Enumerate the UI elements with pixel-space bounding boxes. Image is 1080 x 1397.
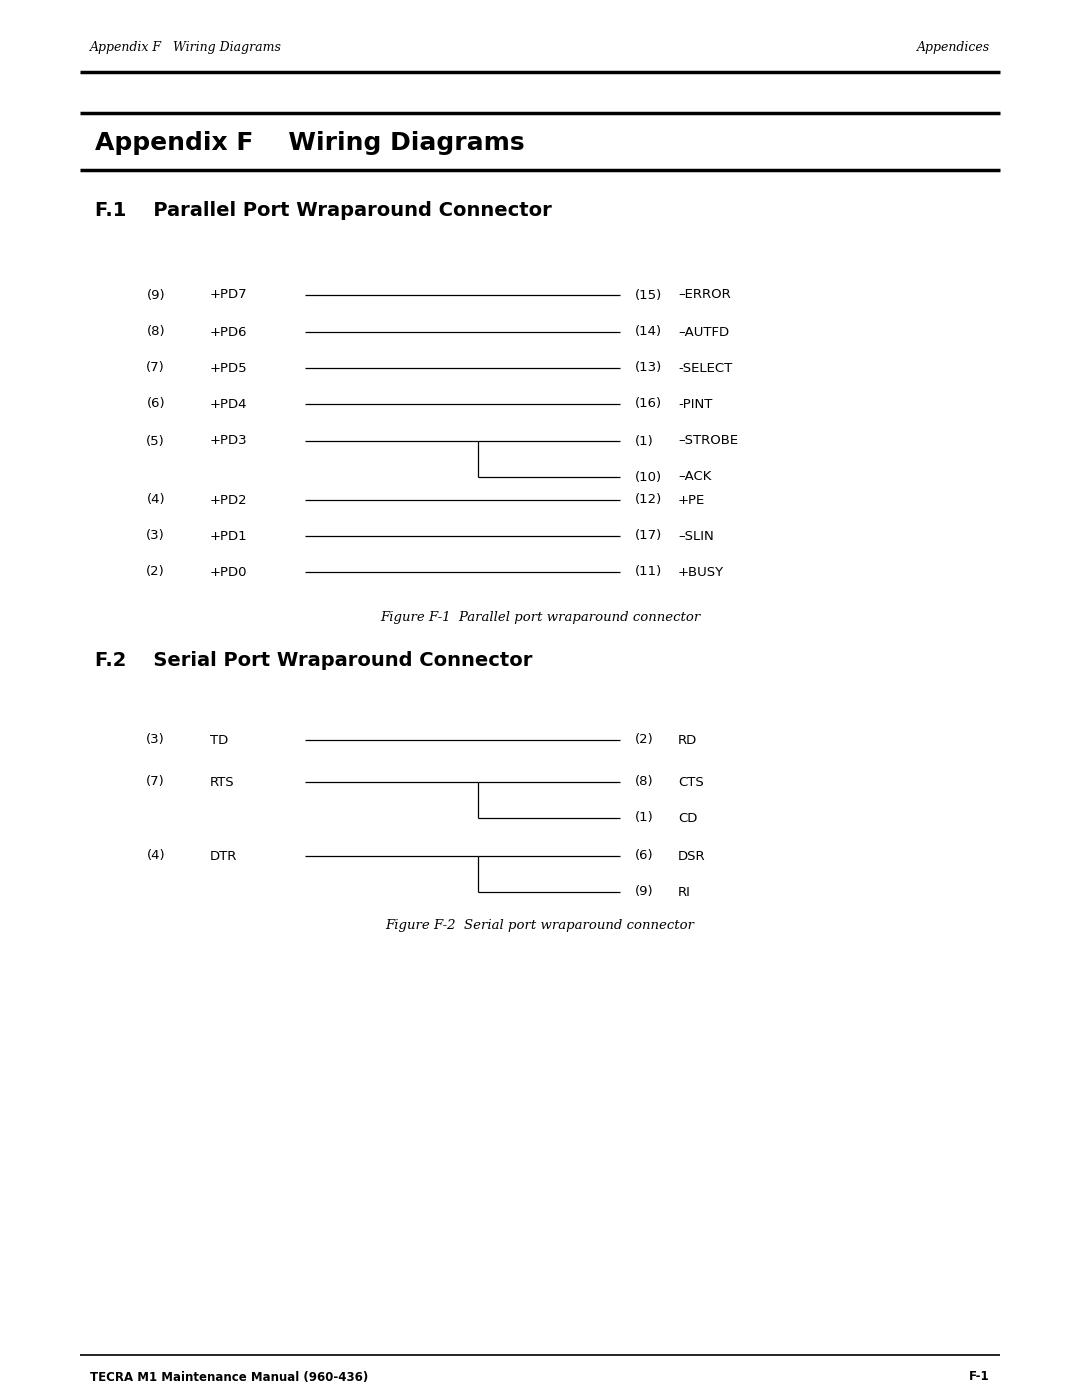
Text: (5): (5) bbox=[146, 434, 165, 447]
Text: (8): (8) bbox=[635, 775, 653, 788]
Text: (6): (6) bbox=[147, 398, 165, 411]
Text: (4): (4) bbox=[147, 849, 165, 862]
Text: –AUTFD: –AUTFD bbox=[678, 326, 729, 338]
Text: +PD2: +PD2 bbox=[210, 493, 247, 507]
Text: DTR: DTR bbox=[210, 849, 238, 862]
Text: F.1    Parallel Port Wraparound Connector: F.1 Parallel Port Wraparound Connector bbox=[95, 201, 552, 219]
Text: F-1: F-1 bbox=[970, 1370, 990, 1383]
Text: (4): (4) bbox=[147, 493, 165, 507]
Text: Appendix F   Wiring Diagrams: Appendix F Wiring Diagrams bbox=[90, 42, 282, 54]
Text: +BUSY: +BUSY bbox=[678, 566, 724, 578]
Text: (6): (6) bbox=[635, 849, 653, 862]
Text: (15): (15) bbox=[635, 289, 662, 302]
Text: +PE: +PE bbox=[678, 493, 705, 507]
Text: (2): (2) bbox=[146, 566, 165, 578]
Text: –ERROR: –ERROR bbox=[678, 289, 731, 302]
Text: +PD3: +PD3 bbox=[210, 434, 247, 447]
Text: (16): (16) bbox=[635, 398, 662, 411]
Text: (13): (13) bbox=[635, 362, 662, 374]
Text: (12): (12) bbox=[635, 493, 662, 507]
Text: (17): (17) bbox=[635, 529, 662, 542]
Text: (3): (3) bbox=[146, 529, 165, 542]
Text: RTS: RTS bbox=[210, 775, 234, 788]
Text: (3): (3) bbox=[146, 733, 165, 746]
Text: Appendix F    Wiring Diagrams: Appendix F Wiring Diagrams bbox=[95, 131, 525, 155]
Text: CD: CD bbox=[678, 812, 698, 824]
Text: (8): (8) bbox=[147, 326, 165, 338]
Text: RD: RD bbox=[678, 733, 698, 746]
Text: DSR: DSR bbox=[678, 849, 705, 862]
Text: RI: RI bbox=[678, 886, 691, 898]
Text: +PD6: +PD6 bbox=[210, 326, 247, 338]
Text: TECRA M1 Maintenance Manual (960-436): TECRA M1 Maintenance Manual (960-436) bbox=[90, 1370, 368, 1383]
Text: CTS: CTS bbox=[678, 775, 704, 788]
Text: +PD7: +PD7 bbox=[210, 289, 247, 302]
Text: (14): (14) bbox=[635, 326, 662, 338]
Text: +PD4: +PD4 bbox=[210, 398, 247, 411]
Text: F.2    Serial Port Wraparound Connector: F.2 Serial Port Wraparound Connector bbox=[95, 651, 532, 669]
Text: –STROBE: –STROBE bbox=[678, 434, 738, 447]
Text: –ACK: –ACK bbox=[678, 471, 712, 483]
Text: Figure F-1  Parallel port wraparound connector: Figure F-1 Parallel port wraparound conn… bbox=[380, 612, 700, 624]
Text: +PD5: +PD5 bbox=[210, 362, 247, 374]
Text: -PINT: -PINT bbox=[678, 398, 713, 411]
Text: (11): (11) bbox=[635, 566, 662, 578]
Text: (7): (7) bbox=[146, 775, 165, 788]
Text: (1): (1) bbox=[635, 812, 653, 824]
Text: TD: TD bbox=[210, 733, 228, 746]
Text: (9): (9) bbox=[147, 289, 165, 302]
Text: -SELECT: -SELECT bbox=[678, 362, 732, 374]
Text: +PD1: +PD1 bbox=[210, 529, 247, 542]
Text: Figure F-2  Serial port wraparound connector: Figure F-2 Serial port wraparound connec… bbox=[386, 918, 694, 932]
Text: (2): (2) bbox=[635, 733, 653, 746]
Text: –SLIN: –SLIN bbox=[678, 529, 714, 542]
Text: Appendices: Appendices bbox=[917, 42, 990, 54]
Text: (9): (9) bbox=[635, 886, 653, 898]
Text: (7): (7) bbox=[146, 362, 165, 374]
Text: (1): (1) bbox=[635, 434, 653, 447]
Text: (10): (10) bbox=[635, 471, 662, 483]
Text: +PD0: +PD0 bbox=[210, 566, 247, 578]
